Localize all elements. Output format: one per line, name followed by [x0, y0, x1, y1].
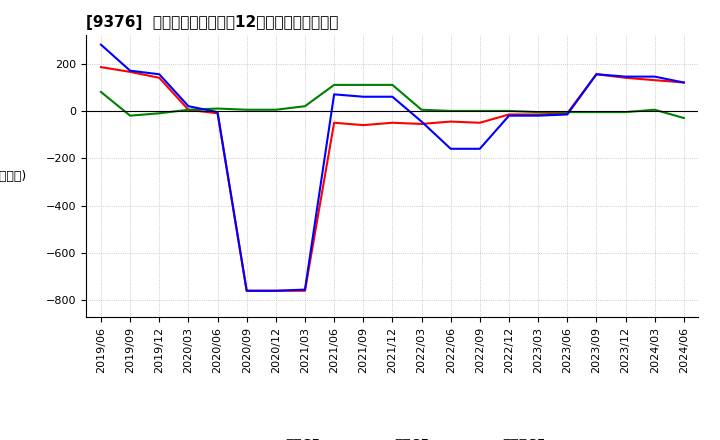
- Y-axis label: (百万円): (百万円): [0, 169, 27, 183]
- 営業CF: [126, 69, 135, 74]
- 投資CF: [534, 110, 542, 115]
- 投資CF: [271, 107, 280, 112]
- 投資CF: [446, 108, 455, 114]
- 営業CF: [563, 110, 572, 116]
- Line: フリーCF: フリーCF: [101, 45, 684, 291]
- 営業CF: [243, 288, 251, 293]
- フリーCF: [184, 103, 193, 109]
- 投資CF: [126, 113, 135, 118]
- Text: [9376]  キャッシュフローの12か月移動合計の推移: [9376] キャッシュフローの12か月移動合計の推移: [86, 15, 339, 30]
- 投資CF: [650, 107, 659, 112]
- フリーCF: [388, 94, 397, 99]
- フリーCF: [126, 68, 135, 73]
- 投資CF: [184, 107, 193, 112]
- 営業CF: [330, 120, 338, 125]
- 投資CF: [505, 108, 513, 114]
- 営業CF: [184, 107, 193, 112]
- 営業CF: [359, 122, 368, 128]
- フリーCF: [243, 288, 251, 293]
- 営業CF: [621, 75, 630, 81]
- 投資CF: [330, 82, 338, 88]
- 営業CF: [155, 75, 163, 81]
- フリーCF: [563, 112, 572, 117]
- 投資CF: [680, 115, 688, 121]
- 投資CF: [563, 110, 572, 115]
- フリーCF: [505, 113, 513, 118]
- Legend: 営業CF, 投資CF, フリーCF: 営業CF, 投資CF, フリーCF: [235, 431, 550, 440]
- 投資CF: [359, 82, 368, 88]
- 営業CF: [475, 120, 484, 125]
- フリーCF: [330, 92, 338, 97]
- 営業CF: [301, 288, 310, 293]
- 投資CF: [621, 110, 630, 115]
- 営業CF: [446, 119, 455, 124]
- フリーCF: [621, 74, 630, 79]
- 営業CF: [417, 121, 426, 127]
- フリーCF: [592, 72, 600, 77]
- 投資CF: [417, 107, 426, 112]
- 営業CF: [271, 288, 280, 293]
- 投資CF: [388, 82, 397, 88]
- フリーCF: [213, 110, 222, 115]
- フリーCF: [271, 288, 280, 293]
- 投資CF: [592, 110, 600, 115]
- フリーCF: [650, 74, 659, 79]
- 営業CF: [96, 65, 105, 70]
- フリーCF: [155, 72, 163, 77]
- フリーCF: [475, 146, 484, 151]
- フリーCF: [301, 287, 310, 292]
- 投資CF: [155, 110, 163, 116]
- Line: 投資CF: 投資CF: [101, 85, 684, 118]
- 営業CF: [388, 120, 397, 125]
- 営業CF: [534, 112, 542, 117]
- 投資CF: [96, 89, 105, 95]
- Line: 営業CF: 営業CF: [101, 67, 684, 291]
- 投資CF: [243, 107, 251, 112]
- 営業CF: [505, 112, 513, 117]
- 投資CF: [301, 103, 310, 109]
- フリーCF: [417, 119, 426, 124]
- フリーCF: [96, 42, 105, 48]
- 営業CF: [650, 77, 659, 83]
- 投資CF: [213, 106, 222, 111]
- フリーCF: [359, 94, 368, 99]
- 営業CF: [680, 80, 688, 85]
- フリーCF: [446, 146, 455, 151]
- フリーCF: [680, 80, 688, 85]
- 投資CF: [475, 108, 484, 114]
- 営業CF: [592, 72, 600, 77]
- フリーCF: [534, 113, 542, 118]
- 営業CF: [213, 110, 222, 116]
